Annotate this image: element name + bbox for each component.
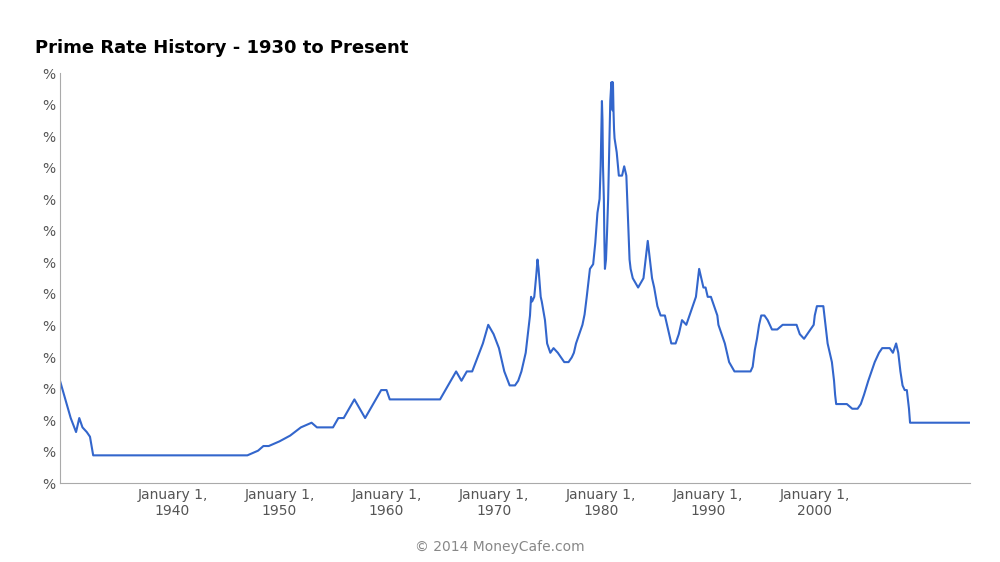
Text: Prime Rate History - 1930 to Present: Prime Rate History - 1930 to Present — [35, 39, 408, 57]
Text: © 2014 MoneyCafe.com: © 2014 MoneyCafe.com — [415, 540, 585, 554]
